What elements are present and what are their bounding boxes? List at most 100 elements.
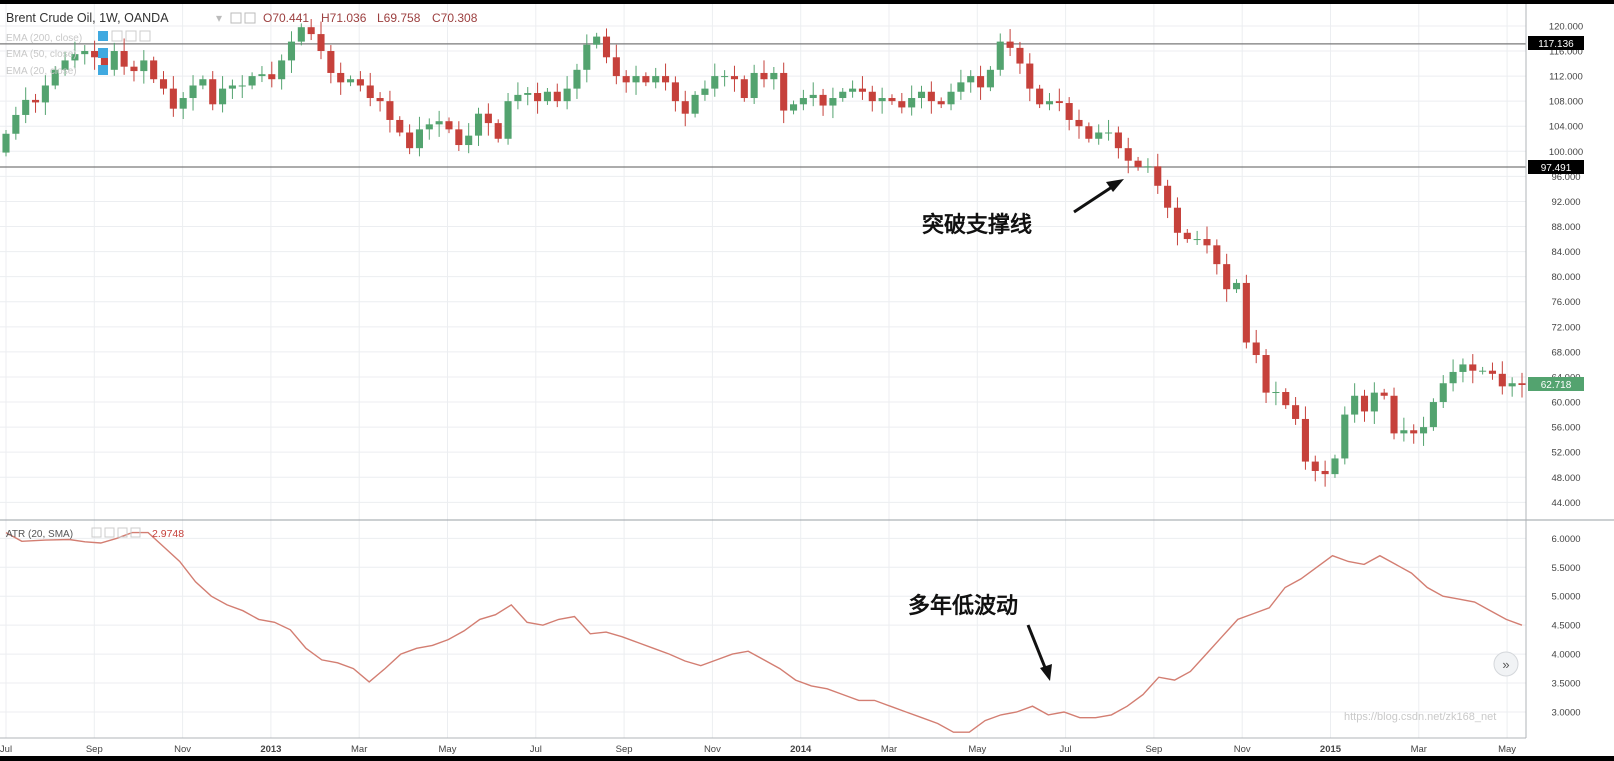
more-icon[interactable] [117,527,128,538]
time-tick-label[interactable]: Nov [1234,744,1251,755]
candle [1262,349,1270,403]
price-tick-label[interactable]: 72.000 [1551,322,1580,333]
candle [858,76,866,100]
candle [169,76,177,117]
time-tick-label[interactable]: 2015 [1320,744,1342,755]
candle [1242,274,1250,349]
atr-title[interactable]: ATR (20, SMA) [6,529,73,540]
scroll-to-realtime-button[interactable]: » [1493,651,1519,677]
price-tick-label[interactable]: 76.000 [1551,297,1580,308]
watermark: https://blog.csdn.net/zk168_net [1344,711,1496,723]
atr-tick-label[interactable]: 3.0000 [1551,707,1580,718]
close-value: C70.308 [432,11,478,25]
candle [760,60,768,88]
time-tick-label[interactable]: May [968,744,986,755]
time-tick-label[interactable]: Mar [881,744,897,755]
candlestick-series [2,19,1526,487]
price-tick-label[interactable]: 88.000 [1551,222,1580,233]
price-tick-label[interactable]: 120.000 [1549,21,1583,32]
price-tick-label[interactable]: 92.000 [1551,197,1580,208]
price-tick-label[interactable]: 104.000 [1549,122,1583,133]
symbol-title[interactable]: Brent Crude Oil, 1W, OANDA [6,11,169,25]
candle [307,19,315,41]
candle [1173,197,1181,246]
candle [1449,359,1457,392]
time-tick-label[interactable]: Sep [1145,744,1162,755]
chevron-down-icon[interactable]: ▾ [216,11,222,25]
price-tick-label[interactable]: 48.000 [1551,473,1580,484]
price-tick-label[interactable]: 80.000 [1551,272,1580,283]
atr-tick-label[interactable]: 4.0000 [1551,650,1580,661]
candle [1292,397,1300,425]
candle [612,44,620,85]
close-icon[interactable] [139,30,151,42]
eye-icon[interactable] [98,65,108,75]
price-tick-label[interactable]: 60.000 [1551,398,1580,409]
atr-axis-ticks[interactable]: 3.0000 3.5000 4.0000 4.5000 5.0000 5.5000 6.00… [1551,534,1580,719]
close-icon[interactable] [130,527,141,538]
time-tick-label[interactable]: May [439,744,457,755]
candle [199,75,207,90]
settings-icon[interactable] [230,12,242,24]
price-tick-label[interactable]: 52.000 [1551,448,1580,459]
price-tick-label[interactable]: 56.000 [1551,423,1580,434]
more-icon[interactable] [125,30,137,42]
candle [1105,119,1113,141]
close-icon[interactable] [244,12,256,24]
indicator-legend[interactable]: EMA (200, close) EMA (50, close) EMA (20… [6,30,151,77]
time-tick-label[interactable]: Mar [351,744,367,755]
time-tick-label[interactable]: Jul [530,744,542,755]
atr-legend[interactable]: ATR (20, SMA) 2.9748 [6,527,184,540]
price-tick-label[interactable]: 84.000 [1551,247,1580,258]
time-tick-label[interactable]: Mar [1411,744,1427,755]
candle [573,63,581,99]
settings-icon[interactable] [104,527,115,538]
time-tick-label[interactable]: Jul [1060,744,1072,755]
resistance-price-tag: 117.136 [1528,36,1584,50]
atr-tick-label[interactable]: 6.0000 [1551,534,1580,545]
settings-icon[interactable] [111,30,123,42]
price-axis-ticks[interactable]: 44.00048.00052.00056.00060.00064.00068.0… [1549,21,1583,508]
candle [1095,124,1103,145]
atr-tick-label[interactable]: 5.5000 [1551,563,1580,574]
atr-tick-label[interactable]: 4.5000 [1551,621,1580,632]
indicator-ema-20[interactable]: EMA (20, close) [6,66,77,77]
candle [287,31,296,73]
price-tick-label[interactable]: 68.000 [1551,347,1580,358]
symbol-legend[interactable]: Brent Crude Oil, 1W, OANDA ▾ O70.441 H71… [6,11,478,25]
candle [1065,97,1073,131]
time-axis-ticks[interactable]: Jul Sep Nov 2013 Mar May Jul Sep Nov 2014 Mar May Ju… [0,744,1516,755]
low-value: L69.758 [377,11,421,25]
atr-tick-label[interactable]: 3.5000 [1551,679,1580,690]
price-tick-label[interactable]: 112.000 [1549,72,1583,83]
time-tick-label[interactable]: 2013 [260,744,281,755]
time-tick-label[interactable]: Sep [86,744,103,755]
time-tick-label[interactable]: Jul [0,744,12,755]
candle [1055,88,1063,112]
time-tick-label[interactable]: Nov [174,744,191,755]
indicator-ema-50[interactable]: EMA (50, close) [6,49,77,60]
price-tick-label[interactable]: 96.000 [1551,172,1580,183]
price-tick-label[interactable]: 116.000 [1549,47,1583,58]
candle [730,65,739,92]
candle [61,52,69,76]
candle [780,62,788,124]
price-tick-label[interactable]: 108.000 [1549,97,1583,108]
candle [12,106,20,140]
candle [937,97,945,109]
time-tick-label[interactable]: Sep [616,744,633,755]
price-tick-label[interactable]: 100.000 [1549,147,1583,158]
time-tick-label[interactable]: May [1498,744,1516,755]
time-tick-label[interactable]: Nov [704,744,721,755]
eye-icon[interactable] [98,48,108,58]
time-tick-label[interactable]: 2014 [790,744,812,755]
candle [750,64,758,104]
atr-tick-label[interactable]: 5.0000 [1551,592,1580,603]
indicator-ema-200[interactable]: EMA (200, close) [6,33,82,44]
horizontal-levels [0,43,1526,168]
eye-icon[interactable] [98,31,108,41]
price-tick-label[interactable]: 44.000 [1551,498,1580,509]
candle [1223,253,1231,302]
eye-icon[interactable] [91,527,102,538]
candle [140,50,148,84]
